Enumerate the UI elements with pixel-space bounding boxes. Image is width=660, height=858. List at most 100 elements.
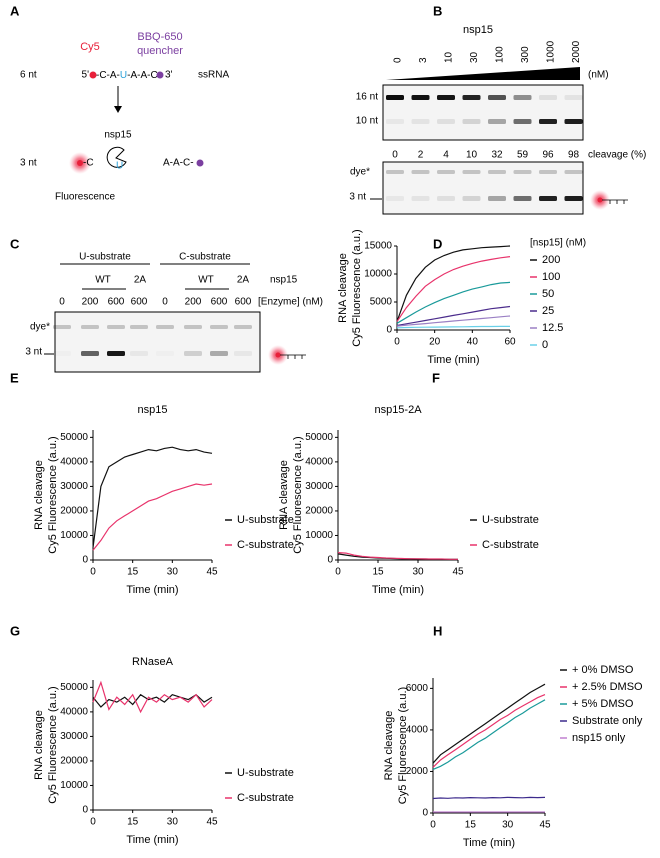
band: [539, 170, 557, 174]
concentration-value: 600: [108, 297, 125, 308]
band: [130, 351, 148, 356]
y-tick-label: 50000: [60, 682, 88, 693]
band-label: 3 nt: [25, 347, 42, 358]
concentration-label: [Enzyme] (nM): [258, 297, 323, 308]
band: [437, 119, 455, 124]
band: [386, 196, 404, 201]
y-axis-label: RNA cleavage: [383, 711, 395, 781]
band: [564, 119, 583, 124]
y-tick-label: 20000: [60, 506, 88, 517]
panel-letter: C: [10, 236, 20, 251]
ssrna-label: ssRNA: [198, 70, 229, 81]
cleavage-value: 96: [542, 150, 554, 161]
gel-frame: [54, 311, 261, 373]
legend-label: + 2.5% DMSO: [572, 681, 643, 693]
concentration-label: 2000: [571, 40, 582, 63]
concentration-label: 3: [418, 57, 429, 63]
quencher-dot: [196, 159, 204, 167]
variant-label: WT: [198, 275, 214, 286]
cy5-label: Cy5: [80, 41, 100, 53]
band: [462, 119, 481, 124]
band: [437, 95, 455, 100]
concentration-label: 300: [520, 46, 531, 63]
concentration-value: 0: [162, 297, 168, 308]
x-tick-label: 30: [167, 817, 179, 828]
x-axis-label: Time (min): [126, 834, 178, 846]
band: [462, 196, 481, 201]
y-tick-label: 40000: [305, 457, 333, 468]
data-line: [432, 683, 546, 764]
y-axis-label: Cy5 Fluorescence (a.u.): [47, 686, 59, 803]
gradient-wedge: [386, 67, 580, 80]
product-c: -C: [83, 158, 94, 169]
band: [411, 170, 430, 174]
unit-label: (nM): [588, 70, 609, 81]
band: [513, 119, 532, 124]
band: [539, 95, 557, 100]
legend-label: 100: [542, 271, 560, 283]
legend-label: U-substrate: [482, 514, 539, 526]
x-tick-label: 40: [467, 337, 479, 348]
cleavage-value: 10: [466, 150, 478, 161]
legend-title: [nsp15] (nM): [530, 238, 586, 249]
band: [107, 325, 125, 329]
band: [234, 325, 252, 329]
data-line: [432, 796, 546, 800]
axis-line: [432, 678, 545, 814]
x-tick-label: 0: [90, 817, 96, 828]
band: [488, 196, 506, 201]
data-line: [337, 552, 458, 560]
band: [539, 196, 557, 201]
legend-label: 12.5: [542, 322, 563, 334]
concentration-label: 1000: [546, 40, 557, 63]
variant-label: 2A: [237, 275, 250, 286]
band: [488, 95, 506, 100]
quencher-label: BBQ-650: [137, 31, 182, 43]
data-line: [92, 680, 213, 714]
quencher-label: quencher: [137, 45, 183, 57]
panel-letter: H: [433, 623, 442, 638]
arrow-head: [114, 106, 122, 113]
x-axis-label: Time (min): [427, 354, 479, 366]
legend-label: 200: [542, 254, 560, 266]
axis-line: [337, 430, 458, 561]
x-tick-label: 30: [412, 567, 424, 578]
band: [156, 325, 174, 329]
y-axis-label: Cy5 Fluorescence (a.u.): [397, 687, 409, 804]
band: [539, 119, 557, 124]
x-tick-label: 15: [127, 567, 139, 578]
y-tick-label: 6000: [406, 683, 429, 694]
y-axis-label: RNA cleavage: [33, 460, 45, 530]
x-axis-label: Time (min): [372, 584, 424, 596]
y-tick-label: 2000: [406, 766, 429, 777]
data-line: [396, 256, 511, 322]
band: [184, 325, 202, 329]
band: [386, 170, 404, 174]
quencher-dot: [156, 71, 164, 79]
y-tick-label: 30000: [305, 481, 333, 492]
sequence-part: -A-A-C-: [127, 70, 161, 81]
product-u: U: [116, 161, 123, 172]
y-tick-label: 0: [327, 555, 333, 566]
x-tick-label: 45: [206, 567, 218, 578]
legend-label: U-substrate: [237, 514, 294, 526]
band: [462, 95, 481, 100]
x-tick-label: 30: [167, 567, 179, 578]
legend-label: C-substrate: [237, 539, 294, 551]
legend-label: C-substrate: [482, 539, 539, 551]
y-axis-label: Cy5 Fluorescence (a.u.): [292, 436, 304, 553]
data-line: [396, 305, 511, 327]
enzyme-label: nsp15: [104, 130, 132, 141]
x-tick-label: 15: [127, 817, 139, 828]
gel-frame: [382, 161, 584, 215]
sequence-u: U: [120, 70, 127, 81]
band-label: 10 nt: [356, 116, 378, 127]
product-right: A-A-C-: [163, 158, 194, 169]
band: [411, 95, 430, 100]
gel-enzyme: nsp15: [463, 24, 493, 36]
data-line: [432, 694, 546, 768]
x-tick-label: 45: [452, 567, 464, 578]
legend-label: 25: [542, 305, 554, 317]
data-line: [92, 446, 213, 548]
legend-label: 50: [542, 288, 554, 300]
